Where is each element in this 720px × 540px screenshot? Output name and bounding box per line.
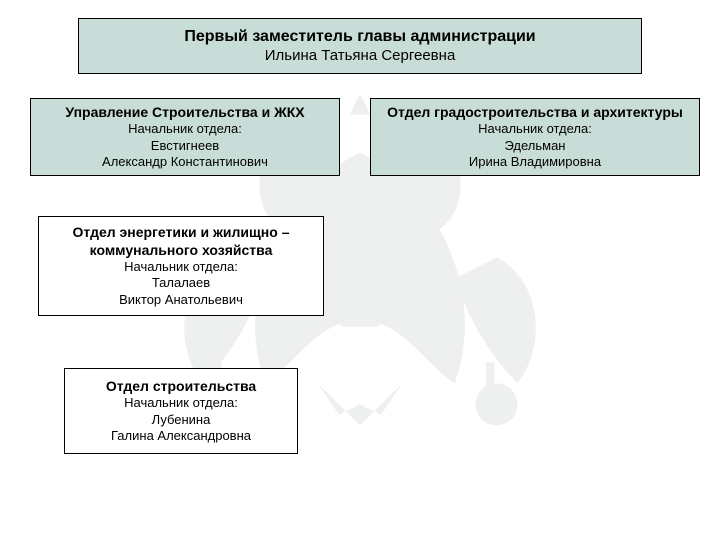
- dept-line: Эдельман: [379, 138, 691, 154]
- dept-line: Виктор Анатольевич: [47, 292, 315, 308]
- dept-title: Отдел строительства: [73, 378, 289, 396]
- dept-line: Талалаев: [47, 275, 315, 291]
- dept-line: Александр Константинович: [39, 154, 331, 170]
- dept-line: Начальник отдела:: [379, 121, 691, 137]
- org-header-person: Ильина Татьяна Сергеевна: [87, 47, 633, 66]
- dept-line: Начальник отдела:: [73, 395, 289, 411]
- dept-title: Управление Строительства и ЖКХ: [39, 104, 331, 122]
- dept-line: Лубенина: [73, 412, 289, 428]
- dept-urban-planning: Отдел градостроительства и архитектуры Н…: [370, 98, 700, 176]
- org-header-box: Первый заместитель главы администрации И…: [78, 18, 642, 74]
- dept-line: Начальник отдела:: [39, 121, 331, 137]
- dept-title-line: Отдел энергетики и жилищно –: [47, 224, 315, 242]
- dept-energy-housing: Отдел энергетики и жилищно – коммунально…: [38, 216, 324, 316]
- dept-line: Начальник отдела:: [47, 259, 315, 275]
- dept-line: Ирина Владимировна: [379, 154, 691, 170]
- dept-construction: Отдел строительства Начальник отдела: Лу…: [64, 368, 298, 454]
- dept-title-line: коммунального хозяйства: [47, 242, 315, 260]
- dept-title: Отдел градостроительства и архитектуры: [379, 104, 691, 122]
- dept-construction-zhkh: Управление Строительства и ЖКХ Начальник…: [30, 98, 340, 176]
- dept-line: Галина Александровна: [73, 428, 289, 444]
- org-header-title: Первый заместитель главы администрации: [87, 27, 633, 47]
- dept-line: Евстигнеев: [39, 138, 331, 154]
